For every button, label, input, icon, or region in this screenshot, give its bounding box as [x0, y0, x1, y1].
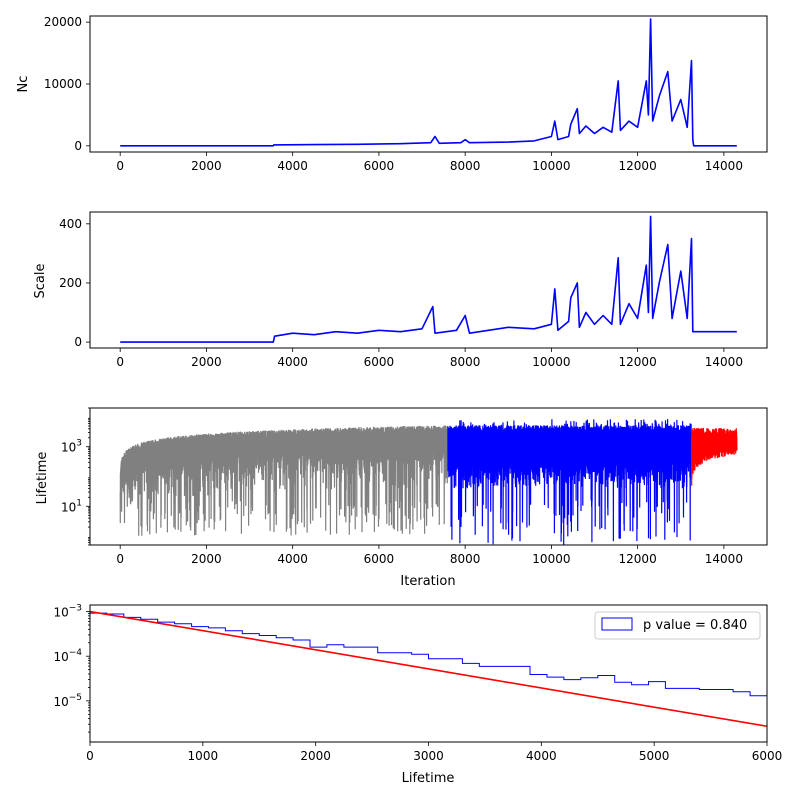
- x-tick-label: 2000: [191, 552, 222, 566]
- x-tick-label: 1000: [188, 749, 219, 763]
- series-line: [119, 425, 449, 536]
- x-tick-label: 0: [116, 159, 124, 173]
- y-tick-label: 101: [61, 498, 82, 514]
- y-tick-label: 103: [61, 439, 82, 455]
- series-line: [690, 427, 738, 486]
- x-tick-label: 3000: [413, 749, 444, 763]
- x-tick-label: 2000: [191, 159, 222, 173]
- x-tick-label: 12000: [619, 552, 657, 566]
- x-tick-label: 14000: [705, 552, 743, 566]
- series-line: [120, 215, 737, 343]
- x-tick-label: 8000: [450, 355, 481, 369]
- panel-scale-frame: [89, 211, 768, 349]
- y-tick-label: 400: [59, 217, 82, 231]
- x-tick-label: 6000: [752, 749, 783, 763]
- x-tick-label: 12000: [619, 355, 657, 369]
- x-tick-label: 4000: [277, 355, 308, 369]
- series-line: [120, 18, 737, 147]
- x-tick-label: 4000: [277, 552, 308, 566]
- panel-nc-ylabel: Nc: [16, 76, 31, 93]
- x-tick-label: 12000: [619, 159, 657, 173]
- panel-lifetime-frame: [89, 407, 768, 546]
- panel-scale-ylabel: Scale: [33, 264, 48, 299]
- x-tick-label: 14000: [705, 159, 743, 173]
- x-tick-label: 4000: [277, 159, 308, 173]
- histogram-outline: [90, 612, 767, 742]
- legend-swatch: [601, 617, 633, 631]
- y-tick-label: 10000: [44, 77, 82, 91]
- y-tick-label: 20000: [44, 15, 82, 29]
- y-tick-label: 10−4: [53, 648, 82, 664]
- x-tick-label: 14000: [705, 355, 743, 369]
- x-tick-label: 0: [116, 552, 124, 566]
- fit-line: [90, 610, 767, 728]
- panel-scale: Scale 0 2000 4000 6000 8000 10000 12000 14000 0 2…: [33, 211, 768, 369]
- x-tick-label: 0: [86, 749, 94, 763]
- x-tick-label: 0: [116, 355, 124, 369]
- panel-lifetime-xlabel: Iteration: [400, 574, 455, 589]
- legend-box: [594, 611, 761, 640]
- y-tick-label: 10−3: [53, 604, 82, 620]
- legend-label: p value = 0.840: [643, 618, 747, 633]
- y-tick-label: 200: [59, 276, 82, 290]
- x-tick-label: 8000: [450, 159, 481, 173]
- panel-lifetime-ylabel: Lifetime: [35, 452, 50, 505]
- series-line: [447, 419, 693, 545]
- y-tick-label: 0: [74, 139, 82, 153]
- legend: p value = 0.840: [594, 611, 761, 640]
- x-tick-label: 10000: [532, 552, 570, 566]
- panel-nc: Nc 0 2000 4000 6000 8000 10000 12000 14000 0 1000…: [16, 15, 768, 173]
- panel-histogram-xlabel: Lifetime: [402, 771, 455, 786]
- x-tick-label: 2000: [191, 355, 222, 369]
- x-tick-label: 10000: [532, 159, 570, 173]
- x-tick-label: 5000: [639, 749, 670, 763]
- x-tick-label: 6000: [364, 355, 395, 369]
- y-tick-label: 0: [74, 335, 82, 349]
- x-tick-label: 10000: [532, 355, 570, 369]
- y-tick-label: 10−5: [53, 693, 82, 709]
- x-tick-label: 2000: [300, 749, 331, 763]
- x-tick-label: 4000: [526, 749, 557, 763]
- panel-lifetime: Lifetime Iteration 0 2000 4000 6000 8000 1000…: [35, 407, 768, 589]
- x-tick-label: 6000: [364, 552, 395, 566]
- x-tick-label: 6000: [364, 159, 395, 173]
- panel-histogram: Lifetime 0 1000 2000 3000 4000 5000 6000 10−5 10…: [53, 604, 783, 786]
- x-tick-label: 8000: [450, 552, 481, 566]
